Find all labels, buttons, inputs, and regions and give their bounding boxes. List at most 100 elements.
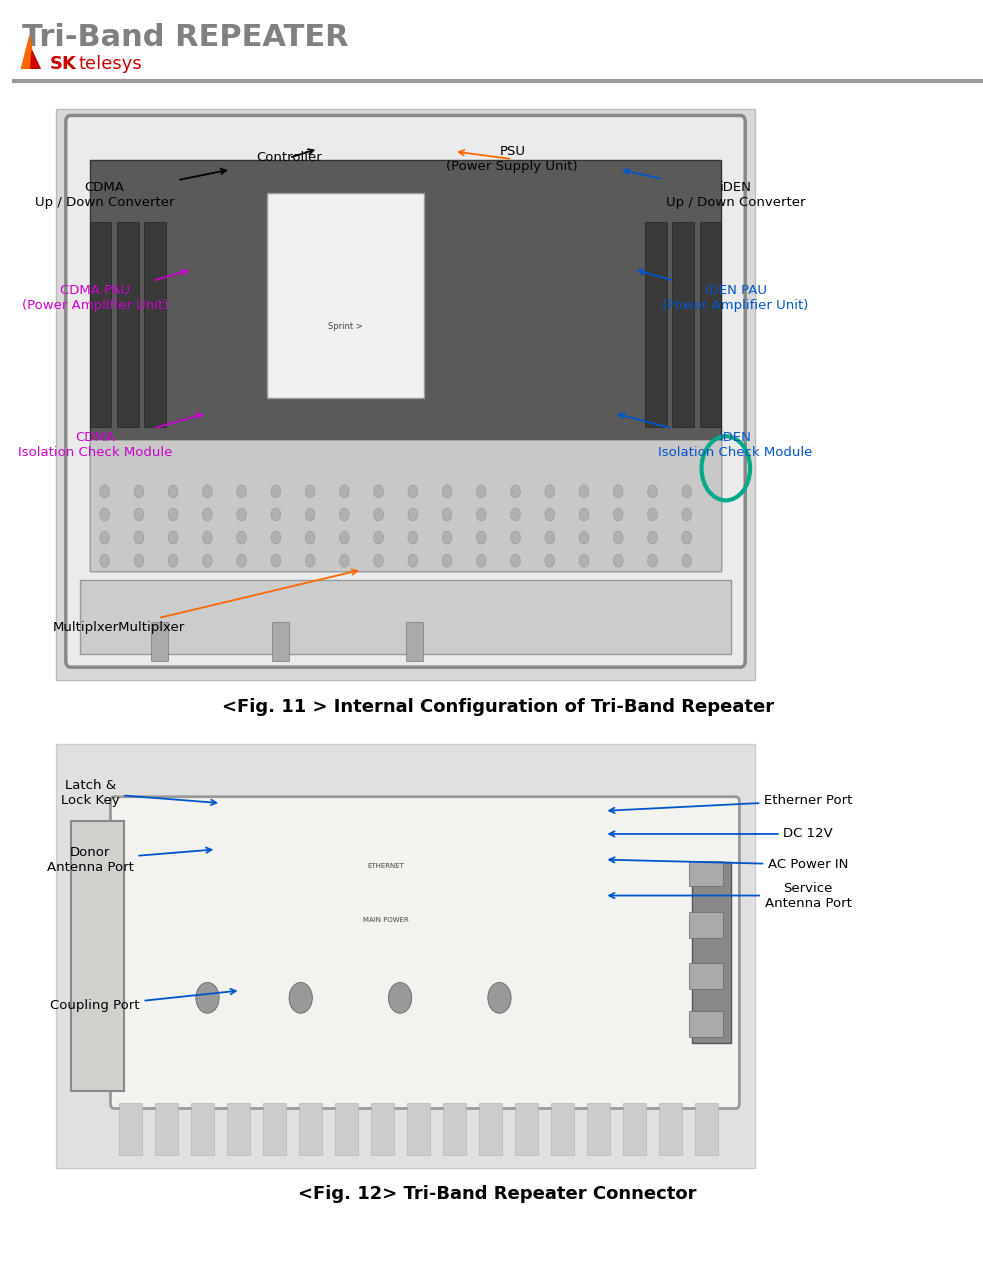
Circle shape	[305, 508, 315, 521]
Circle shape	[682, 485, 692, 498]
Text: MultiplxerMultiplxer: MultiplxerMultiplxer	[53, 570, 357, 634]
Circle shape	[339, 508, 349, 521]
Circle shape	[545, 485, 554, 498]
Bar	[299, 1103, 322, 1155]
Circle shape	[202, 554, 212, 567]
Bar	[479, 1103, 502, 1155]
Bar	[271, 622, 289, 661]
Circle shape	[579, 508, 589, 521]
Bar	[71, 821, 124, 1091]
Bar	[550, 1103, 574, 1155]
Text: CDMA
Isolation Check Module: CDMA Isolation Check Module	[18, 413, 202, 459]
Text: Tri-Band REPEATER: Tri-Band REPEATER	[23, 23, 349, 53]
Circle shape	[510, 531, 520, 544]
Circle shape	[442, 554, 452, 567]
Bar	[90, 160, 721, 571]
Circle shape	[339, 554, 349, 567]
Circle shape	[477, 531, 487, 544]
Circle shape	[305, 531, 315, 544]
Circle shape	[477, 554, 487, 567]
Bar	[56, 109, 755, 680]
Circle shape	[305, 485, 315, 498]
Circle shape	[477, 508, 487, 521]
Circle shape	[579, 531, 589, 544]
Circle shape	[339, 531, 349, 544]
Circle shape	[545, 508, 554, 521]
Bar	[81, 580, 730, 654]
Bar	[56, 744, 755, 1168]
Circle shape	[613, 531, 623, 544]
Bar	[90, 222, 111, 427]
Circle shape	[613, 485, 623, 498]
Circle shape	[134, 485, 144, 498]
Text: PSU
(Power Supply Unit): PSU (Power Supply Unit)	[446, 145, 578, 173]
Circle shape	[271, 508, 281, 521]
FancyBboxPatch shape	[110, 797, 739, 1109]
Text: ETHERNET: ETHERNET	[368, 863, 405, 869]
Circle shape	[100, 485, 109, 498]
Bar	[700, 222, 721, 427]
Circle shape	[682, 508, 692, 521]
Circle shape	[579, 485, 589, 498]
Circle shape	[196, 983, 219, 1014]
Bar	[689, 861, 723, 887]
Circle shape	[237, 508, 247, 521]
Bar	[407, 1103, 431, 1155]
Circle shape	[374, 554, 383, 567]
Bar	[335, 1103, 358, 1155]
Bar	[145, 222, 166, 427]
Text: iDEN PAU
(Power Amplifier Unit): iDEN PAU (Power Amplifier Unit)	[638, 269, 809, 312]
Circle shape	[545, 554, 554, 567]
Bar	[659, 1103, 682, 1155]
Circle shape	[408, 531, 418, 544]
Circle shape	[100, 554, 109, 567]
Circle shape	[168, 508, 178, 521]
Circle shape	[202, 531, 212, 544]
Bar	[689, 912, 723, 938]
Bar	[623, 1103, 646, 1155]
Circle shape	[613, 554, 623, 567]
Bar	[692, 862, 730, 1043]
Circle shape	[168, 531, 178, 544]
Circle shape	[408, 554, 418, 567]
Bar	[695, 1103, 718, 1155]
Circle shape	[510, 554, 520, 567]
Text: iDEN
Up / Down Converter: iDEN Up / Down Converter	[624, 169, 805, 209]
Text: Latch &
Lock Key: Latch & Lock Key	[61, 779, 216, 807]
Circle shape	[168, 485, 178, 498]
Circle shape	[648, 531, 658, 544]
Circle shape	[168, 554, 178, 567]
Circle shape	[271, 531, 281, 544]
Text: MAIN POWER: MAIN POWER	[364, 917, 409, 924]
Circle shape	[202, 508, 212, 521]
Bar	[155, 1103, 179, 1155]
Bar	[443, 1103, 466, 1155]
Circle shape	[510, 508, 520, 521]
Text: CDMA PAU
(Power Amplifier Unit): CDMA PAU (Power Amplifier Unit)	[22, 269, 188, 312]
Text: Sprint >: Sprint >	[328, 322, 363, 331]
Bar	[672, 222, 694, 427]
Circle shape	[134, 508, 144, 521]
Circle shape	[408, 508, 418, 521]
Bar	[263, 1103, 286, 1155]
Bar	[587, 1103, 610, 1155]
Circle shape	[339, 485, 349, 498]
Text: iDEN
Isolation Check Module: iDEN Isolation Check Module	[619, 413, 813, 459]
Circle shape	[202, 485, 212, 498]
Circle shape	[237, 531, 247, 544]
Circle shape	[648, 508, 658, 521]
Circle shape	[100, 531, 109, 544]
Circle shape	[100, 508, 109, 521]
Bar	[119, 1103, 143, 1155]
Circle shape	[237, 554, 247, 567]
Circle shape	[545, 531, 554, 544]
Text: <Fig. 11 > Internal Configuration of Tri-Band Repeater: <Fig. 11 > Internal Configuration of Tri…	[221, 698, 774, 716]
Circle shape	[613, 508, 623, 521]
Text: AC Power IN: AC Power IN	[609, 857, 848, 871]
Circle shape	[374, 485, 383, 498]
Text: Controller: Controller	[257, 149, 321, 164]
Circle shape	[237, 485, 247, 498]
Text: Etherner Port: Etherner Port	[609, 794, 852, 813]
Text: Coupling Port: Coupling Port	[50, 989, 236, 1012]
Circle shape	[442, 508, 452, 521]
